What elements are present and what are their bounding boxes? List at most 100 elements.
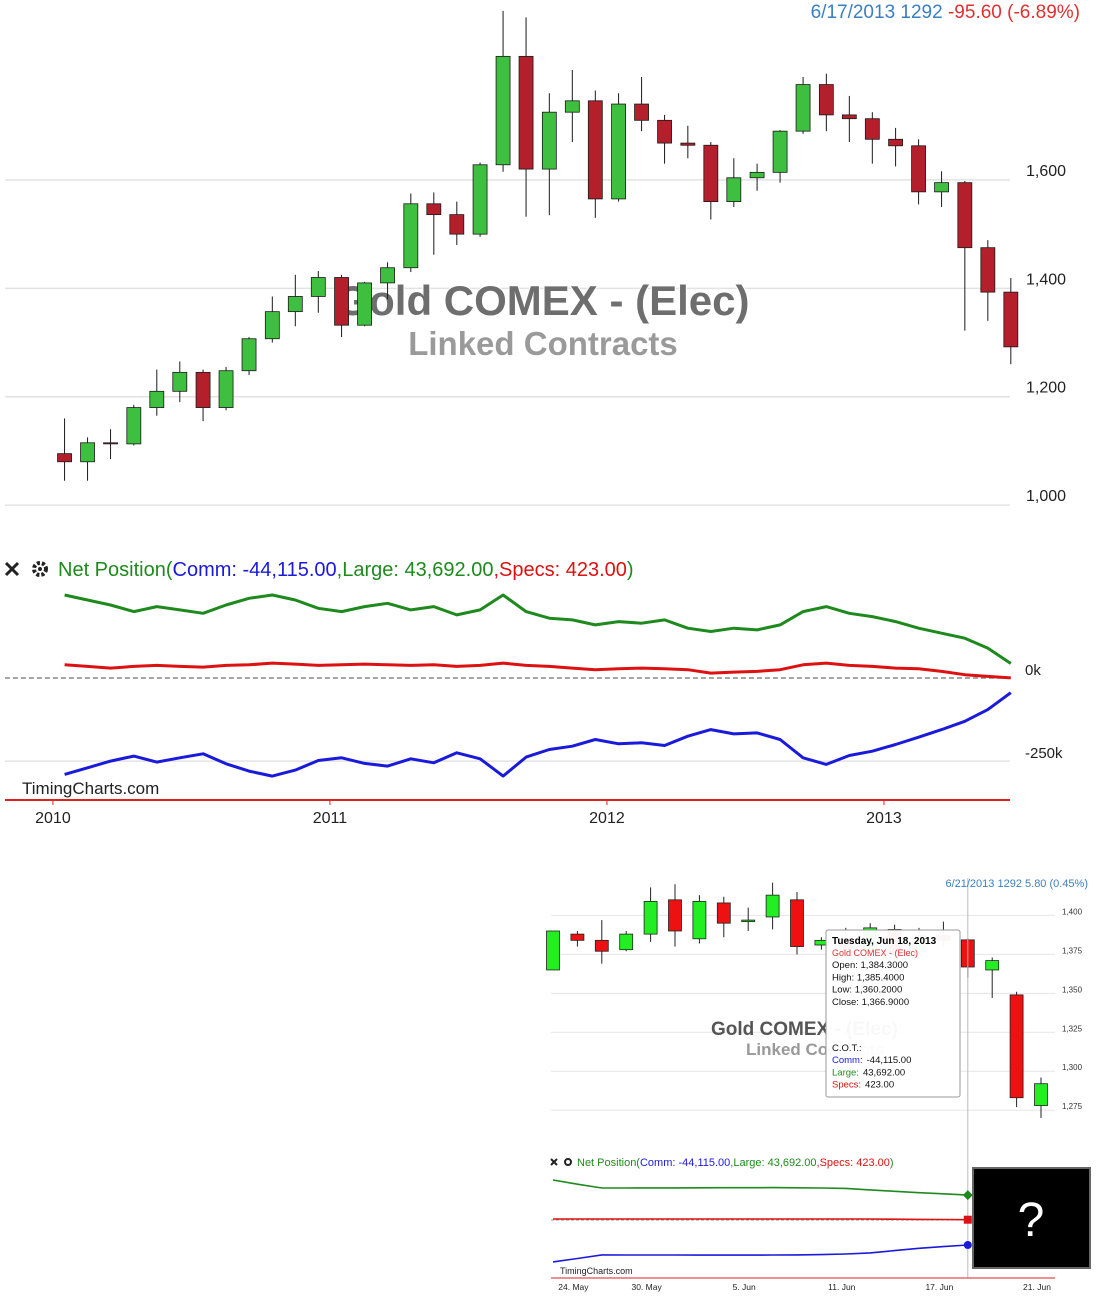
candle-body (1003, 291, 1019, 348)
candle-body (334, 277, 349, 326)
candle-body (864, 118, 880, 140)
candle-body (310, 277, 326, 297)
watermark: Gold COMEX - (Elec) (336, 277, 749, 324)
y-tick-label: 1,000 (1026, 488, 1066, 505)
indicator-line (64, 661, 1011, 680)
candle-body (518, 55, 534, 170)
cot-label: Specs: (832, 1080, 861, 1091)
candle-body (985, 960, 1000, 971)
tooltip-cot-line: Specs: 423.00 (832, 1080, 894, 1091)
legend-entry: ,Large: 43,692.00 (730, 1157, 816, 1169)
close-icon[interactable] (550, 1158, 558, 1166)
series-marker (963, 1240, 972, 1249)
candle-body (403, 203, 419, 269)
y-tick-label: 1,350 (1062, 985, 1083, 994)
candle-body (472, 164, 488, 235)
candle-body (103, 442, 118, 445)
y-tick-label: 1,400 (1062, 907, 1083, 916)
x-tick-label: 17. Jun (925, 1282, 953, 1292)
tooltip-line: Low: 1,360.2000 (832, 985, 902, 996)
tooltip-line: Open: 1,384.3000 (832, 960, 908, 971)
indicator-line (552, 1244, 968, 1263)
candle-body (934, 182, 949, 193)
candle-body (495, 55, 511, 166)
legend-suffix: ) (627, 559, 634, 581)
candle-body (594, 939, 609, 952)
candle-body (1034, 1083, 1048, 1106)
candle-body (564, 100, 580, 113)
series-marker (962, 1190, 973, 1201)
candle-body (749, 171, 765, 179)
candle-body (634, 103, 649, 121)
candle-body (546, 930, 560, 971)
x-tick-label: 11. Jun (828, 1282, 856, 1292)
indicator-legend: Net Position(Comm: -44,115.00,Large: 43,… (58, 559, 634, 581)
candle-body (287, 296, 303, 313)
tooltip-cot-line: Large: 43,692.00 (832, 1067, 905, 1078)
last-date: 6/17/2013 (811, 2, 896, 23)
candle-body (668, 899, 682, 932)
inset-last-quote: 6/21/2013 1292 5.80 (0.45%) (945, 878, 1088, 890)
settings-icon[interactable] (32, 561, 48, 577)
credit: TimingCharts.com (22, 779, 159, 798)
candle-body (80, 442, 95, 463)
legend-entry: Comm: -44,115.00 (173, 559, 337, 581)
candle-body (195, 371, 211, 408)
candle-body (619, 933, 634, 951)
x-tick-label: 21. Jun (1023, 1282, 1051, 1292)
tooltip-cot-title: C.O.T.: (832, 1043, 862, 1054)
tooltip-line: High: 1,385.4000 (832, 972, 904, 983)
candle-body (264, 311, 280, 340)
close-icon[interactable] (4, 561, 20, 577)
candle-body (790, 899, 804, 947)
credit: TimingCharts.com (560, 1266, 633, 1276)
candle-body (570, 933, 585, 941)
candle-body (741, 919, 756, 923)
help-label: ? (1018, 1194, 1045, 1247)
cot-label: Comm: (832, 1055, 863, 1066)
change: -95.60 (-6.89%) (948, 2, 1080, 23)
indicator-line (553, 1218, 968, 1221)
candle-body (172, 371, 188, 392)
legend-prefix: Net Position( (577, 1157, 640, 1169)
candle-body (980, 247, 996, 293)
legend-entry: ,Specs: 423.00 (817, 1157, 890, 1169)
legend-entry: ,Large: 43,692.00 (337, 559, 494, 581)
help-box[interactable] (972, 1167, 1091, 1269)
candle-body (716, 902, 731, 924)
y-tick-label: 1,600 (1026, 163, 1066, 180)
candle-body (426, 203, 442, 216)
last-date: 6/21/2013 (945, 878, 994, 890)
y-tick-label: 1,325 (1062, 1024, 1083, 1033)
candle-body (703, 144, 719, 203)
y-tick-label: 0k (1025, 662, 1041, 679)
legend-entry: Comm: -44,115.00 (640, 1157, 730, 1169)
candle-body (57, 453, 72, 463)
candle-body (218, 370, 234, 408)
y-tick-label: -250k (1025, 745, 1063, 762)
last-close: 1292 (900, 2, 942, 23)
x-tick-label: 24. May (558, 1282, 589, 1292)
candle-body (149, 390, 165, 408)
x-tick-label: 30. May (631, 1282, 662, 1292)
indicator-line (552, 1179, 968, 1196)
candle-body (911, 145, 926, 193)
candle-body (1009, 994, 1024, 1099)
y-tick-label: 1,400 (1026, 271, 1066, 288)
candle-body (818, 84, 834, 116)
watermark-subtitle: Linked Contracts (408, 325, 678, 362)
cot-label: Large: (832, 1067, 859, 1078)
tooltip-series: Gold COMEX - (Elec) (832, 948, 918, 958)
settings-icon[interactable] (564, 1158, 572, 1166)
tooltip-title: Tuesday, Jun 18, 2013 (832, 936, 937, 947)
tooltip (825, 929, 961, 1098)
candle-body (357, 282, 372, 326)
y-tick-label: 1,375 (1062, 946, 1083, 955)
candle-body (657, 119, 672, 144)
x-tick-label: 5. Jun (733, 1282, 756, 1292)
candle-body (772, 130, 788, 173)
cot-value: 43,692.00 (863, 1067, 905, 1078)
indicator-line (64, 593, 1012, 665)
candle-body (765, 894, 780, 918)
